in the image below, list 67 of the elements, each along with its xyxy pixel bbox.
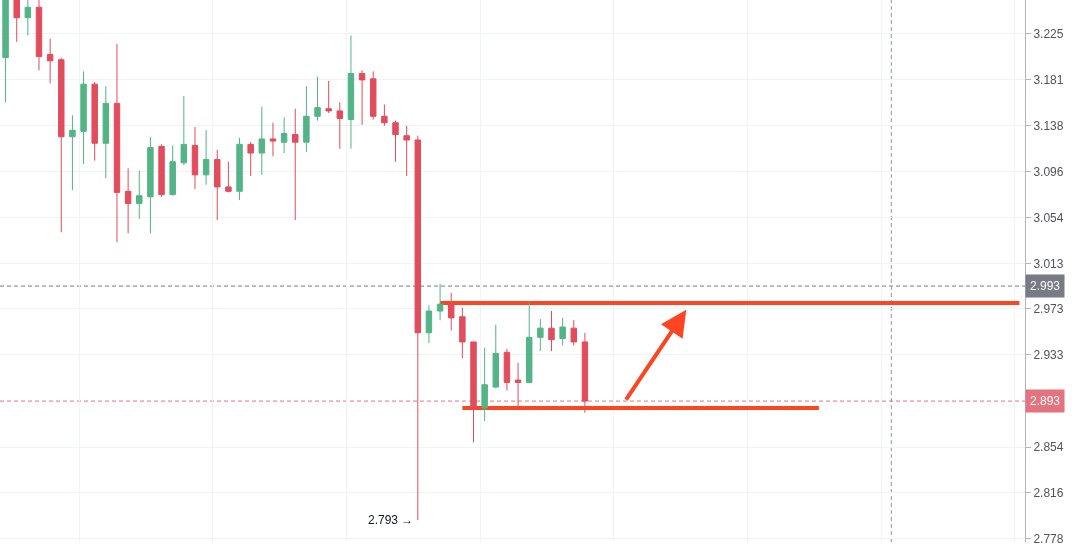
candlestick [180, 95, 188, 166]
candlestick [269, 122, 277, 157]
candlestick [470, 341, 477, 443]
y-tick-label: 2.778 [1033, 531, 1064, 546]
candlestick [525, 301, 533, 383]
candlestick [102, 85, 110, 179]
annotation: 2.793 → [368, 513, 414, 527]
candlestick [492, 324, 500, 389]
y-tick-label: 3.181 [1033, 73, 1064, 88]
candlestick [280, 116, 288, 154]
y-tick-label: 3.054 [1033, 210, 1064, 225]
candlestick [381, 103, 388, 127]
candlestick [548, 310, 555, 352]
candlestick [91, 81, 98, 162]
candlestick [80, 70, 87, 165]
candlestick [236, 137, 243, 201]
y-tick-label: 3.225 [1033, 26, 1064, 41]
candlestick [358, 69, 366, 126]
candlestick [292, 108, 299, 221]
candlestick [58, 57, 65, 233]
candlestick [113, 43, 121, 243]
candlestick [303, 85, 310, 153]
candlestick [124, 167, 132, 234]
candlestick [169, 144, 176, 197]
y-tick-label: 3.096 [1033, 164, 1064, 179]
candlestick [325, 80, 332, 114]
candlestick [347, 35, 355, 150]
candlestick [69, 114, 76, 191]
candlestick [202, 129, 210, 186]
candlestick [46, 38, 54, 84]
candlestick [570, 319, 578, 346]
candlestick [214, 149, 221, 221]
candlestick [258, 106, 266, 176]
y-tick-label: 2.854 [1033, 440, 1064, 455]
candlestick [191, 126, 199, 190]
ref-line-label: 2.993 [1030, 279, 1061, 293]
candlestick [581, 332, 589, 414]
candlestick [247, 141, 254, 177]
candlestick [24, 0, 32, 37]
candlestick [537, 318, 544, 352]
candlestick [403, 125, 410, 177]
candlestick [436, 283, 444, 321]
candlestick [370, 70, 377, 120]
candlestick [459, 307, 466, 359]
y-tick-label: 2.816 [1033, 485, 1064, 500]
candlestick [336, 101, 344, 150]
candlestick [425, 304, 433, 344]
candlestick [392, 120, 399, 163]
candlestick [13, 0, 20, 43]
candlestick [414, 135, 422, 521]
y-tick-label: 3.013 [1033, 256, 1064, 271]
candlestick [559, 317, 566, 346]
candlestick [147, 136, 154, 234]
candlestick [447, 292, 455, 331]
candlestick [2, 0, 9, 103]
y-tick-label: 2.933 [1033, 347, 1064, 362]
candlestick [136, 169, 143, 220]
candlestick [158, 143, 165, 198]
candlestick [514, 362, 522, 408]
candlestick [314, 76, 321, 122]
candlestick [503, 348, 511, 392]
y-tick-label: 3.138 [1033, 119, 1064, 134]
candlestick [225, 161, 232, 193]
ref-line-label: 2.893 [1030, 394, 1061, 408]
y-tick-label: 2.973 [1033, 301, 1064, 316]
candlestick [35, 0, 43, 71]
candlestick [481, 347, 488, 422]
